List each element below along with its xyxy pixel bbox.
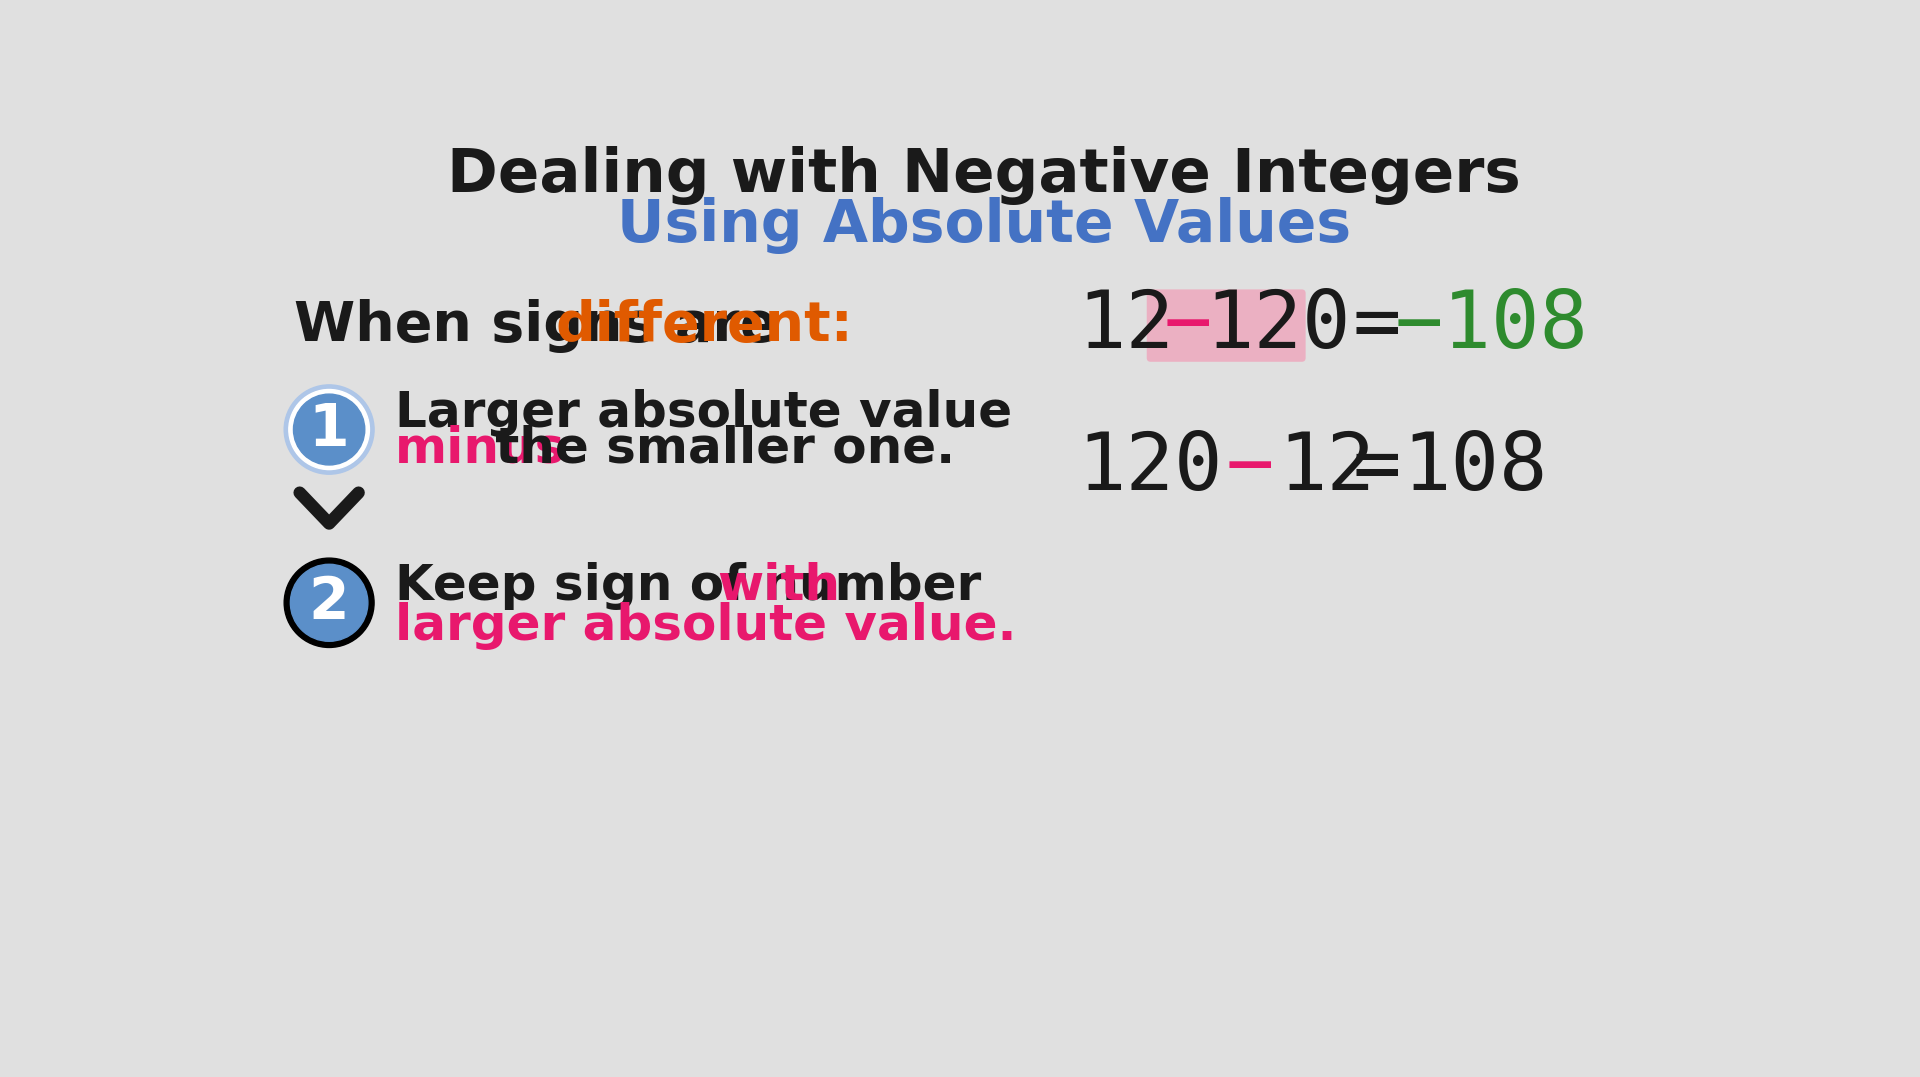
Text: =: = bbox=[1352, 286, 1400, 365]
Circle shape bbox=[294, 394, 365, 465]
Text: 2: 2 bbox=[309, 574, 349, 631]
Text: 1: 1 bbox=[309, 401, 349, 458]
Text: −: − bbox=[1225, 429, 1275, 507]
Text: different:: different: bbox=[555, 298, 854, 352]
FancyBboxPatch shape bbox=[1146, 290, 1306, 362]
Text: 120: 120 bbox=[1206, 286, 1350, 365]
Circle shape bbox=[284, 384, 374, 474]
Text: −: − bbox=[1164, 286, 1212, 365]
Text: 12: 12 bbox=[1279, 429, 1375, 507]
Text: 12: 12 bbox=[1077, 286, 1173, 365]
Text: −108: −108 bbox=[1394, 286, 1588, 365]
Text: =: = bbox=[1352, 429, 1400, 507]
Text: Dealing with Negative Integers: Dealing with Negative Integers bbox=[447, 146, 1521, 205]
Text: 120: 120 bbox=[1077, 429, 1223, 507]
Text: larger absolute value.: larger absolute value. bbox=[396, 602, 1016, 649]
Circle shape bbox=[284, 558, 374, 647]
Text: Using Absolute Values: Using Absolute Values bbox=[616, 197, 1352, 254]
Text: minus: minus bbox=[396, 424, 564, 473]
Text: the smaller one.: the smaller one. bbox=[478, 424, 956, 473]
Text: Larger absolute value: Larger absolute value bbox=[396, 389, 1012, 436]
Text: 108: 108 bbox=[1402, 429, 1548, 507]
Circle shape bbox=[290, 564, 369, 641]
Text: Keep sign of number: Keep sign of number bbox=[396, 562, 998, 610]
Text: When signs are: When signs are bbox=[294, 298, 797, 352]
Circle shape bbox=[288, 390, 369, 470]
Text: with: with bbox=[718, 562, 841, 610]
